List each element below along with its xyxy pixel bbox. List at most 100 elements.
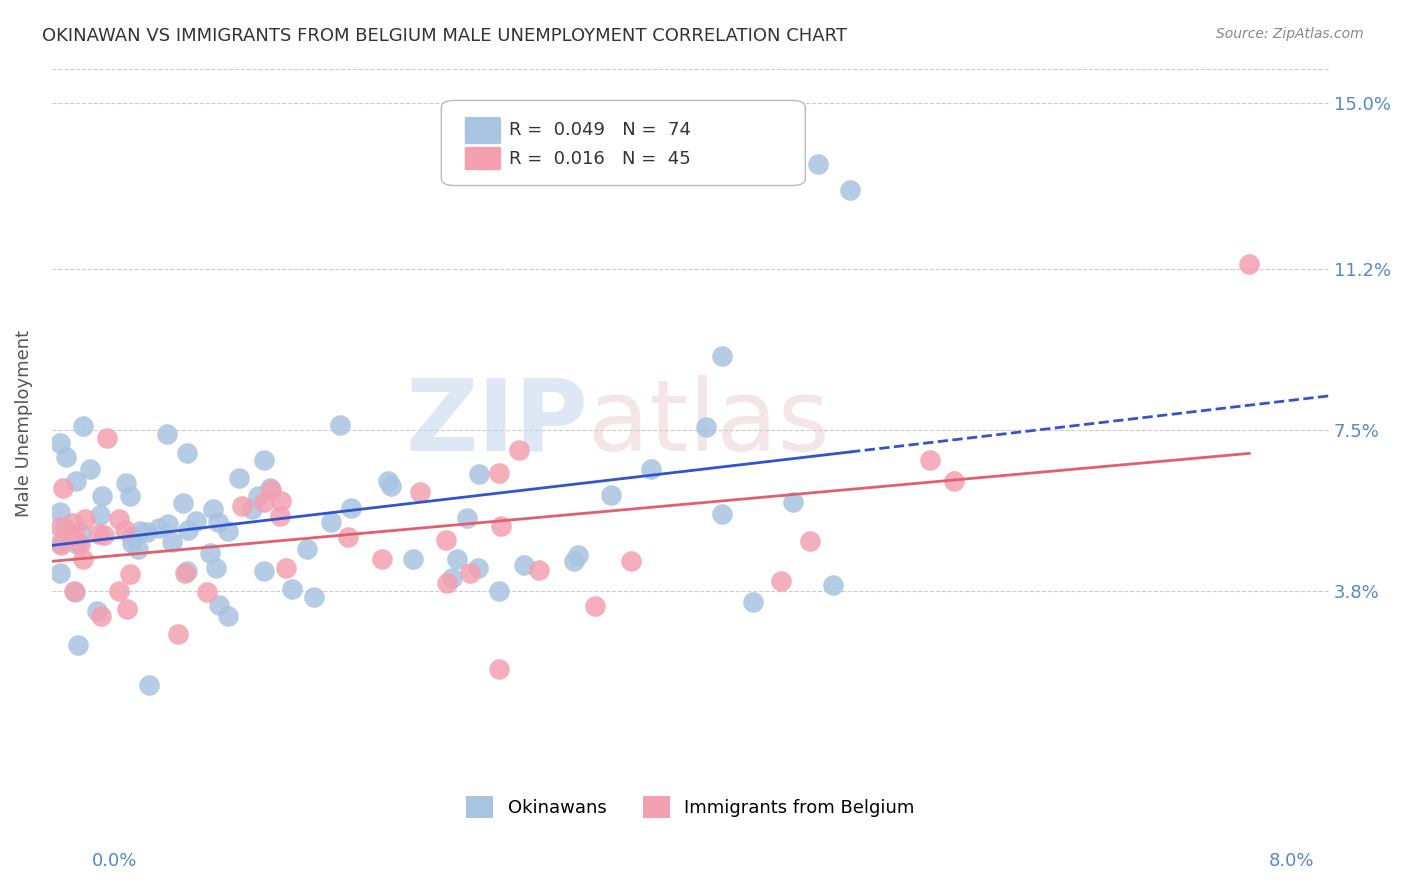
Point — [711, 349, 734, 363]
Point — [136, 524, 159, 539]
Point — [174, 566, 197, 581]
Point — [408, 484, 430, 499]
Point — [49, 538, 72, 552]
Point — [782, 495, 804, 509]
Point — [377, 474, 399, 488]
Y-axis label: Male Unemployment: Male Unemployment — [15, 329, 32, 516]
Point — [48, 536, 70, 550]
Point — [441, 571, 464, 585]
Point — [91, 489, 114, 503]
Point — [66, 638, 89, 652]
Point — [527, 564, 550, 578]
Point — [89, 527, 111, 541]
Point — [281, 582, 304, 597]
Point — [205, 561, 228, 575]
Point — [65, 474, 87, 488]
Point — [583, 599, 606, 614]
Point — [821, 578, 844, 592]
Point — [402, 552, 425, 566]
Point — [118, 566, 141, 581]
Point — [217, 524, 239, 538]
Point — [231, 499, 253, 513]
Point — [63, 585, 86, 599]
Text: Source: ZipAtlas.com: Source: ZipAtlas.com — [1216, 27, 1364, 41]
Point — [918, 453, 941, 467]
Point — [620, 554, 643, 568]
Point — [467, 467, 489, 481]
Point — [114, 524, 136, 538]
Point — [695, 420, 717, 434]
Point — [148, 521, 170, 535]
Point — [55, 450, 77, 464]
Point — [120, 489, 142, 503]
Point — [270, 493, 292, 508]
Point — [436, 576, 458, 591]
FancyBboxPatch shape — [441, 101, 806, 186]
Point — [129, 524, 152, 538]
Point — [488, 466, 510, 480]
Point — [276, 560, 298, 574]
Point — [176, 564, 198, 578]
Point — [90, 609, 112, 624]
Point — [228, 471, 250, 485]
Point — [172, 496, 194, 510]
Point — [799, 533, 821, 548]
Point — [177, 523, 200, 537]
Point — [156, 426, 179, 441]
Point — [208, 599, 231, 613]
Point — [195, 585, 218, 599]
Point — [297, 541, 319, 556]
Point — [339, 500, 361, 515]
Point — [115, 602, 138, 616]
Text: OKINAWAN VS IMMIGRANTS FROM BELGIUM MALE UNEMPLOYMENT CORRELATION CHART: OKINAWAN VS IMMIGRANTS FROM BELGIUM MALE… — [42, 27, 848, 45]
Point — [769, 574, 792, 588]
Point — [121, 529, 143, 543]
Point — [160, 535, 183, 549]
Point — [53, 521, 76, 535]
Point — [69, 537, 91, 551]
Point — [371, 552, 394, 566]
Point — [156, 516, 179, 531]
Point — [564, 554, 586, 568]
Point — [72, 551, 94, 566]
Point — [240, 502, 263, 516]
Point — [48, 436, 70, 450]
Point — [127, 541, 149, 556]
Point — [253, 564, 276, 578]
Point — [259, 481, 281, 495]
Point — [72, 419, 94, 434]
Point — [253, 495, 276, 509]
Point — [198, 546, 221, 560]
Point — [63, 528, 86, 542]
Point — [62, 516, 84, 531]
Point — [380, 479, 402, 493]
Point — [66, 536, 89, 550]
Text: R =  0.049   N =  74: R = 0.049 N = 74 — [509, 121, 690, 139]
Point — [96, 431, 118, 445]
Point — [48, 505, 70, 519]
Point — [336, 530, 359, 544]
Point — [260, 483, 283, 497]
Point — [943, 475, 966, 489]
Point — [488, 662, 510, 676]
Point — [70, 526, 93, 541]
Point — [48, 520, 70, 534]
Point — [52, 481, 75, 495]
Text: 0.0%: 0.0% — [91, 852, 136, 870]
Point — [567, 548, 589, 562]
Point — [89, 508, 111, 522]
Point — [640, 461, 662, 475]
Point — [807, 157, 830, 171]
Point — [217, 608, 239, 623]
Point — [121, 536, 143, 550]
Point — [489, 518, 512, 533]
Text: 8.0%: 8.0% — [1270, 852, 1315, 870]
Point — [108, 512, 131, 526]
Point — [253, 453, 276, 467]
Point — [108, 583, 131, 598]
Point — [839, 183, 862, 197]
Legend: Okinawans, Immigrants from Belgium: Okinawans, Immigrants from Belgium — [458, 789, 922, 825]
Point — [184, 514, 207, 528]
Text: atlas: atlas — [588, 375, 830, 472]
Point — [269, 508, 291, 523]
